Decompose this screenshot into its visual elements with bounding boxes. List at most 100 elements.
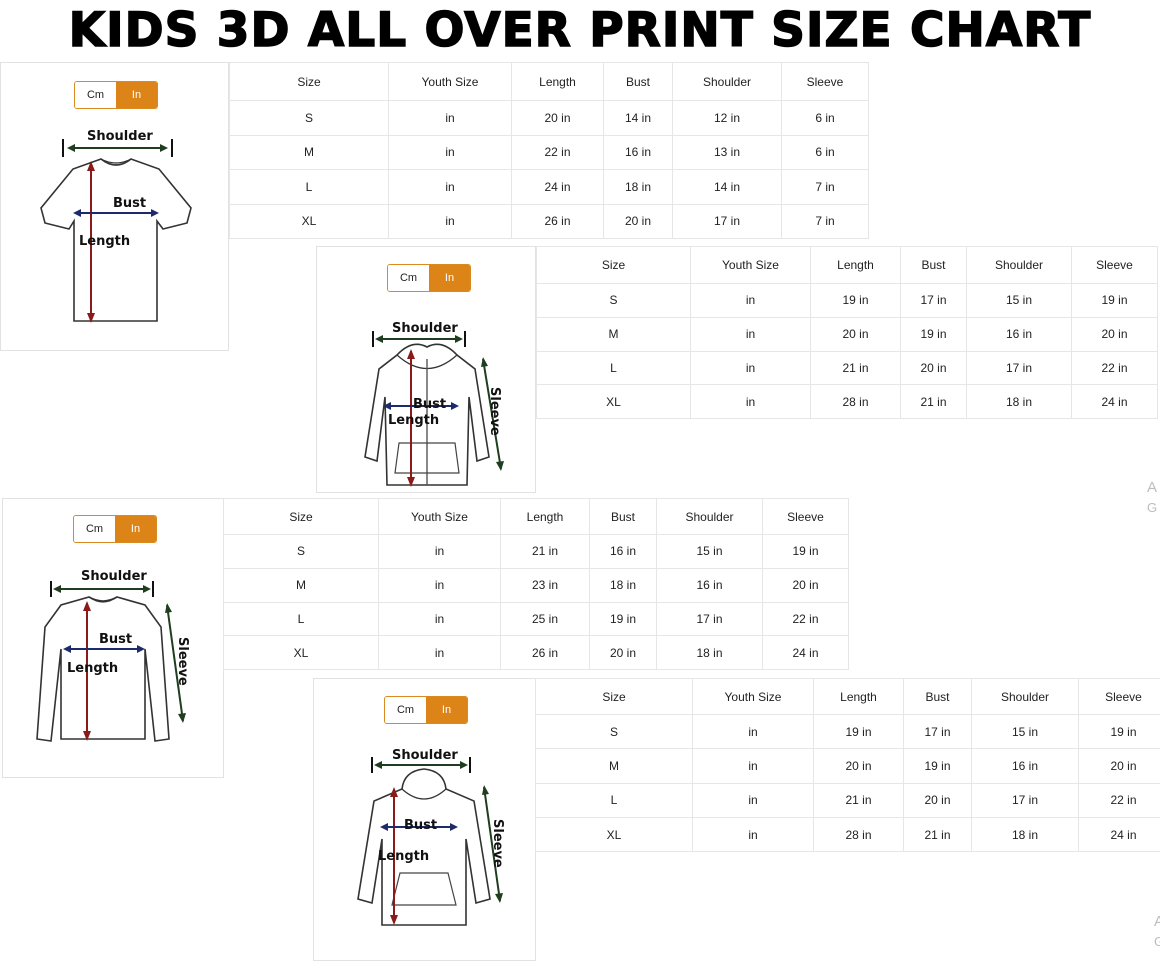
column-header: Length [810,246,901,284]
unit-cm-option[interactable]: Cm [75,82,116,108]
column-header: Sleeve [1071,246,1158,284]
table-cell: 16 in [589,534,657,569]
table-cell: 22 in [1071,350,1158,386]
table-cell: 20 in [1078,748,1160,784]
table-cell: 24 in [762,635,849,671]
table-cell: 18 in [971,816,1079,853]
table-cell: in [378,567,501,603]
table-cell: 17 in [672,203,782,239]
table-cell: 12 in [672,100,782,136]
unit-in-option[interactable]: In [116,82,157,108]
table-cell: 24 in [1078,816,1160,853]
tshirt-illustration [40,139,192,323]
table-cell: M [536,316,691,352]
table-cell: 18 in [603,169,673,205]
table-cell: 19 in [903,748,972,784]
table-cell: in [692,748,814,784]
table-cell: 28 in [813,816,904,853]
table-cell: 16 in [603,134,673,170]
column-header: Shoulder [966,246,1072,284]
page-title: KIDS 3D ALL OVER PRINT SIZE CHART [68,2,1092,59]
unit-toggle[interactable]: Cm In [384,696,468,724]
shoulder-label: Shoulder [392,748,458,763]
table-cell: 19 in [813,713,904,750]
table-cell: 19 in [810,283,901,318]
table-cell: 17 in [966,350,1072,386]
column-header: Youth Size [692,678,814,715]
table-cell: XL [535,816,693,853]
table-cell: in [690,316,811,352]
table-cell: 14 in [603,100,673,136]
table-cell: in [388,134,512,170]
table-cell: 16 in [966,316,1072,352]
bust-label: Bust [99,632,133,647]
column-header: Shoulder [672,62,782,101]
sleeve-label: Sleeve [487,387,502,436]
table-cell: 17 in [971,782,1079,818]
table-cell: 19 in [589,601,657,637]
table-row: XL in 28 in 21 in 18 in 24 in [535,816,1160,853]
table-cell: 28 in [810,384,901,420]
length-label: Length [378,849,430,864]
shoulder-label: Shoulder [87,129,153,144]
unit-toggle[interactable]: Cm In [73,515,157,543]
unit-toggle[interactable]: Cm In [74,81,158,109]
unit-in-option[interactable]: In [115,516,156,542]
unit-in-option[interactable]: In [426,697,467,723]
table-row: XL in 26 in 20 in 18 in 24 in [223,635,849,671]
table-cell: XL [223,635,379,671]
column-header: Sleeve [1078,678,1160,715]
table-cell: 15 in [966,283,1072,318]
table-cell: 21 in [810,350,901,386]
table-cell: 18 in [966,384,1072,420]
table-cell: in [388,100,512,136]
table-cell: in [388,169,512,205]
table-cell: L [229,169,389,205]
table-cell: 21 in [500,534,590,569]
table-cell: 19 in [900,316,967,352]
table-cell: 17 in [903,713,972,750]
unit-cm-option[interactable]: Cm [385,697,426,723]
unit-in-option[interactable]: In [429,265,470,291]
bust-label: Bust [404,818,438,833]
table-cell: 15 in [656,534,763,569]
pullover-hoodie-diagram-panel: Cm In Shoulder Bust Length Sleeve [313,678,536,961]
table-cell: 20 in [589,635,657,671]
table-cell: L [535,782,693,818]
table-cell: M [223,567,379,603]
table-cell: 13 in [672,134,782,170]
table-cell: 21 in [903,816,972,853]
unit-cm-option[interactable]: Cm [388,265,429,291]
column-header: Sleeve [781,62,869,101]
length-label: Length [388,413,440,428]
unit-cm-option[interactable]: Cm [74,516,115,542]
table-cell: 25 in [500,601,590,637]
table-cell: 21 in [900,384,967,420]
table-cell: in [388,203,512,239]
column-header: Bust [903,678,972,715]
pullover-hoodie-illustration [357,757,503,926]
column-header: Youth Size [690,246,811,284]
table-cell: S [536,283,691,318]
column-header: Size [229,62,389,101]
sleeve-label: Sleeve [490,819,505,868]
table-cell: in [378,635,501,671]
zip-hoodie-diagram-panel: Cm In Shoulder Bust Length Sleeve [316,246,536,493]
table-cell: in [692,782,814,818]
long-sleeve-diagram-panel: Cm In Shoulder Bust Length Sleeve [2,498,224,778]
watermark-line: G [1147,500,1158,515]
length-label: Length [79,234,131,249]
table-cell: 20 in [762,567,849,603]
table-cell: 19 in [762,534,849,569]
unit-toggle[interactable]: Cm In [387,264,471,292]
length-label: Length [67,661,119,676]
table-cell: 19 in [1071,283,1158,318]
shoulder-label: Shoulder [81,569,147,584]
